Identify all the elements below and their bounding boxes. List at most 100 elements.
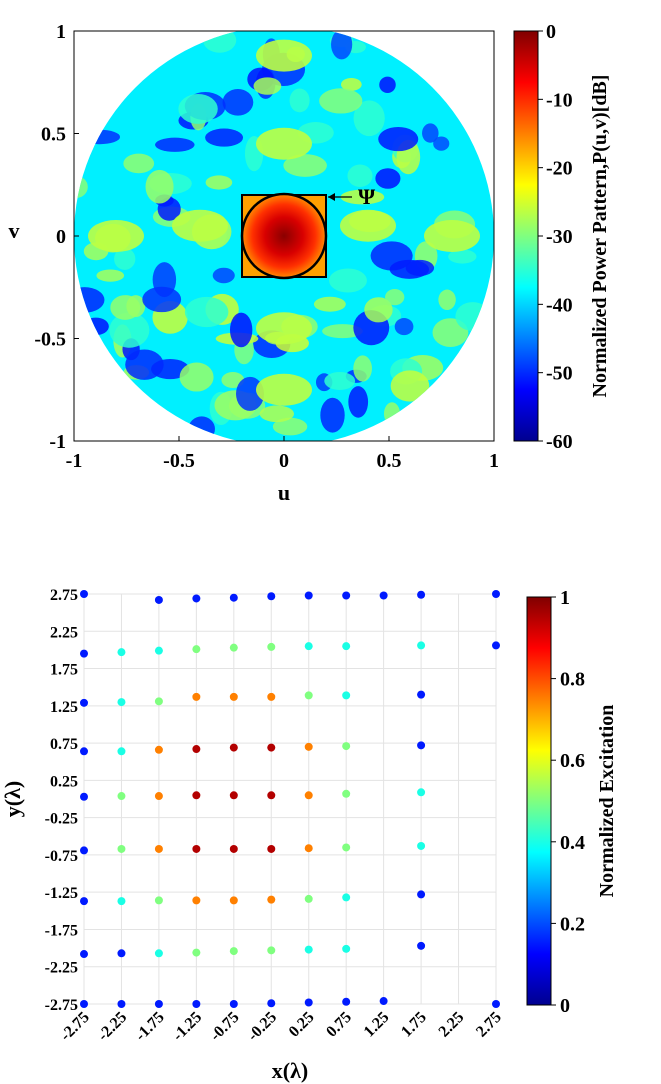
excitation-colorbar: 1 0.8 0.6 0.4 0.2 0 Normalized Excitation	[526, 587, 618, 1017]
sidelobe-blob	[340, 189, 385, 205]
y-tick-label: 1.25	[50, 699, 78, 716]
power-pattern-disk	[74, 27, 494, 442]
colorbar-tick-label: 0	[560, 995, 570, 1017]
sidelobe-blob	[438, 289, 456, 310]
sidelobe-blob	[184, 296, 229, 328]
x-tick-label: 0.75	[323, 1009, 355, 1041]
element-point	[229, 844, 238, 853]
power-pattern-plot: -1 -0.5 0 0.5 1 1 0.5 0 -0.5 -1 u v Ψ	[9, 21, 500, 505]
colorbar-tick-label: -10	[546, 89, 573, 111]
sidelobe-blob	[422, 123, 439, 143]
element-point	[80, 950, 88, 959]
colorbar-tick-label: 0.4	[560, 832, 585, 854]
element-point	[267, 999, 276, 1008]
y-tick-label: -1	[49, 431, 66, 453]
y-tick-label: 0.5	[41, 124, 66, 146]
element-point	[192, 844, 201, 853]
element-point	[154, 1000, 163, 1008]
y-tick-label: -1.25	[45, 885, 78, 902]
element-point	[154, 844, 163, 853]
excitation-plot: -2.75-2.75-2.25-2.25-1.75-1.75-1.25-1.25…	[0, 587, 505, 1083]
sidelobe-peak	[256, 373, 312, 406]
element-point	[117, 747, 126, 756]
element-point	[80, 698, 88, 707]
element-point	[342, 789, 351, 798]
power-colorbar-gradient	[513, 30, 539, 442]
power-colorbar-label: Normalized Power Pattern,P(u,v)[dB]	[589, 75, 611, 398]
element-point	[229, 791, 238, 800]
sidelobe-peak	[340, 209, 396, 242]
element-point	[229, 947, 238, 956]
sidelobe-blob	[229, 312, 253, 348]
element-point	[117, 844, 126, 853]
element-point	[267, 692, 276, 701]
colorbar-tick-label: 1	[560, 587, 570, 609]
x-tick-label: -0.25	[245, 1009, 281, 1045]
sidelobe-blob	[448, 249, 477, 264]
sidelobe-blob	[322, 324, 363, 339]
x-axis-label: u	[278, 480, 290, 505]
sidelobe-peak	[424, 220, 480, 252]
sidelobe-blob	[236, 376, 265, 411]
sidelobe-blob	[433, 136, 450, 151]
main-lobe-circle	[240, 192, 328, 280]
element-point	[417, 890, 426, 899]
element-point	[304, 642, 313, 651]
element-point	[192, 791, 201, 800]
sidelobe-blob	[289, 88, 310, 113]
x-tick-label: -2.25	[95, 1009, 131, 1045]
y-tick-label: -2.25	[45, 960, 78, 977]
colorbar-tick-label: 0.6	[560, 750, 585, 772]
sidelobe-blob	[347, 164, 373, 188]
sidelobe-blob	[405, 259, 435, 276]
element-point	[117, 792, 126, 801]
element-point	[229, 896, 238, 905]
element-point	[154, 646, 163, 655]
element-point	[417, 941, 426, 950]
x-tick-label: 2.75	[473, 1009, 505, 1041]
sidelobe-blob	[142, 286, 182, 313]
element-point	[229, 743, 238, 752]
element-point	[304, 894, 313, 903]
x-tick-label: 0.5	[377, 450, 402, 472]
element-point	[154, 745, 163, 754]
x-tick-label: -2.75	[57, 1009, 93, 1045]
element-point	[379, 591, 388, 600]
element-point	[154, 949, 163, 958]
element-point	[80, 846, 88, 855]
y-axis-label: y(λ)	[0, 781, 25, 817]
element-point	[229, 1000, 238, 1008]
element-point	[192, 745, 201, 754]
sidelobe-blob	[390, 370, 430, 402]
sidelobe-blob	[353, 100, 385, 137]
y-tick-label: 2.25	[50, 624, 78, 641]
sidelobe-peak	[256, 312, 312, 345]
element-point	[80, 1000, 88, 1008]
element-point	[304, 591, 313, 600]
element-point	[80, 747, 88, 756]
x-tick-label: 1.75	[398, 1009, 430, 1041]
x-tick-label: 0.25	[286, 1009, 318, 1041]
element-point	[229, 692, 238, 701]
sidelobe-blob	[125, 349, 164, 380]
element-point	[154, 896, 163, 905]
element-point	[304, 742, 313, 751]
element-point	[117, 648, 126, 657]
sidelobe-blob	[123, 153, 155, 174]
element-point	[192, 645, 201, 654]
sidelobe-blob	[324, 371, 356, 390]
colorbar-tick-label: -50	[546, 363, 573, 385]
element-point	[154, 792, 163, 801]
sidelobe-blob	[329, 268, 367, 293]
y-axis-label: v	[9, 218, 20, 243]
sidelobe-blob	[379, 76, 396, 93]
element-point	[342, 997, 351, 1006]
y-tick-label: 0.75	[50, 736, 78, 753]
element-point	[342, 642, 351, 651]
sidelobe-blob	[96, 269, 125, 282]
x-tick-label: -0.5	[163, 450, 195, 472]
sidelobe-blob	[205, 175, 233, 190]
element-point	[192, 594, 201, 603]
colorbar-tick-label: -30	[546, 226, 573, 248]
